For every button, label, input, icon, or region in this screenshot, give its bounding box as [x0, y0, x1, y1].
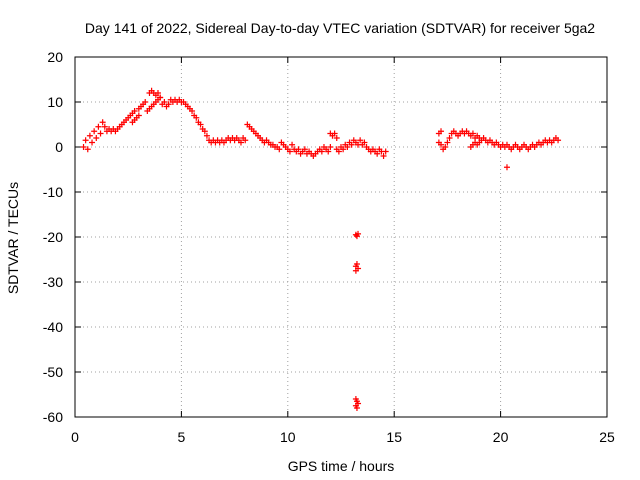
data-point	[476, 139, 483, 146]
data-point	[301, 146, 308, 153]
y-tick-label: -60	[43, 409, 63, 425]
data-point	[353, 405, 360, 411]
data-point	[242, 137, 249, 144]
x-axis-label: GPS time / hours	[288, 458, 395, 474]
x-tick-label: 15	[386, 429, 402, 445]
data-point	[161, 99, 168, 105]
data-point	[446, 135, 453, 141]
y-tick-label: -20	[43, 229, 63, 245]
data-point	[193, 114, 200, 121]
data-point	[352, 267, 359, 274]
data-point	[93, 135, 100, 141]
data-point	[95, 123, 102, 130]
data-point	[438, 128, 445, 135]
x-tick-label: 10	[280, 429, 296, 445]
data-point	[165, 101, 172, 108]
y-axis-label: SDTVAR / TECUs	[5, 182, 21, 294]
tick-labels: 0 5 10 15 20 25 20 10 0 -10 -20 -30 -40 -50 -60	[43, 49, 615, 445]
data-point	[142, 99, 149, 105]
data-point	[442, 144, 449, 150]
x-tick-label: 5	[178, 429, 186, 445]
chart-title: Day 141 of 2022, Sidereal Day-to-day VTE…	[85, 20, 595, 36]
data-point	[201, 128, 208, 135]
data-point	[295, 146, 302, 153]
data-point	[99, 119, 106, 126]
data-point	[135, 112, 142, 119]
data-point	[86, 132, 93, 139]
x-tick-label: 25	[599, 429, 615, 445]
data-point	[289, 141, 296, 148]
data-point	[382, 148, 389, 155]
data-point	[353, 261, 360, 267]
data-point	[331, 130, 338, 137]
plot-frame	[74, 56, 608, 418]
data-point	[333, 135, 340, 141]
x-tick-label: 20	[493, 429, 509, 445]
data-point	[374, 150, 381, 157]
data-point	[444, 139, 451, 146]
data-point	[357, 137, 364, 144]
data-point	[503, 164, 510, 171]
y-tick-label: 10	[47, 94, 63, 110]
data-point	[327, 144, 334, 150]
data-point	[380, 153, 387, 159]
data-point	[80, 144, 87, 150]
data-point	[335, 148, 342, 155]
data-point	[237, 139, 244, 146]
data-point	[348, 141, 355, 148]
y-tick-label: -10	[43, 184, 63, 200]
data-point	[131, 108, 138, 114]
data-point	[157, 94, 164, 101]
data-point	[276, 146, 283, 153]
data-point	[89, 139, 96, 146]
x-tick-label: 0	[71, 429, 79, 445]
data-point	[438, 141, 445, 148]
y-tick-label: -50	[43, 364, 63, 380]
y-tick-label: -40	[43, 319, 63, 335]
data-point	[344, 144, 351, 150]
data-point	[197, 121, 204, 128]
y-tick-label: -30	[43, 274, 63, 290]
data-point	[101, 123, 108, 130]
data-point	[154, 90, 161, 96]
data-point	[203, 132, 210, 139]
data-point	[97, 130, 104, 137]
data-point	[361, 139, 368, 146]
data-point	[469, 130, 476, 137]
y-tick-label: 20	[47, 49, 63, 65]
data-point	[82, 137, 89, 144]
y-tick-label: 0	[55, 139, 63, 155]
data-point	[91, 128, 98, 135]
data-point	[355, 230, 362, 237]
data-point	[286, 148, 293, 155]
data-point	[189, 108, 196, 114]
data-series-sdtvar	[80, 87, 562, 411]
data-point	[84, 146, 91, 153]
data-point	[318, 148, 325, 155]
data-point	[555, 137, 562, 144]
data-point	[340, 146, 347, 153]
data-point	[325, 148, 332, 155]
